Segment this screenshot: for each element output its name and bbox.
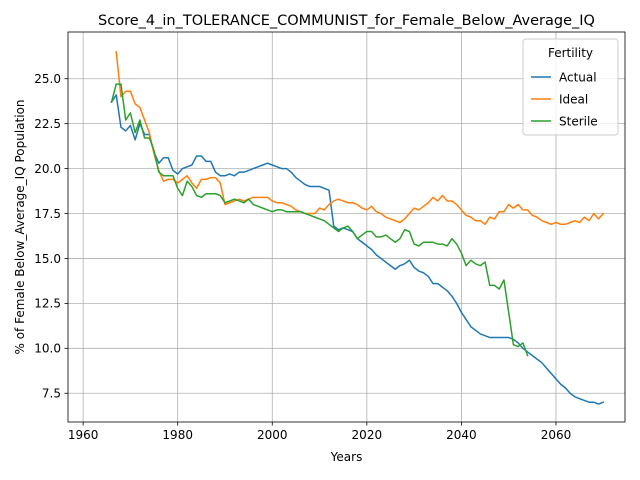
x-tick-label: 2000 — [257, 428, 288, 442]
legend-items: Actual Ideal Sterile — [531, 70, 598, 128]
y-tick-label: 17.5 — [34, 207, 61, 221]
x-tick-label: 2060 — [541, 428, 572, 442]
legend-title: Fertility — [548, 46, 593, 60]
x-tick-label: 1960 — [68, 428, 99, 442]
legend: Fertility Actual Ideal Sterile — [522, 38, 619, 136]
chart-title: Score_4_in_TOLERANCE_COMMUNIST_for_Femal… — [98, 13, 595, 29]
x-tick-label: 1980 — [162, 428, 193, 442]
series-lines — [110, 50, 605, 405]
x-axis-label: Years — [330, 450, 363, 464]
x-tick-label: 2020 — [352, 428, 383, 442]
grid — [68, 32, 625, 422]
legend-box — [522, 38, 619, 136]
series-line-sterile — [110, 83, 529, 357]
y-tick-label: 7.5 — [42, 387, 61, 401]
axis-ticks: 1960 1980 2000 2020 2040 2060 7.5 10.0 12.5 15.0 1… — [34, 72, 571, 442]
series-line-ideal — [115, 50, 605, 226]
y-tick-label: 10.0 — [34, 342, 61, 356]
y-tick-label: 12.5 — [34, 297, 61, 311]
plot-area-frame — [67, 31, 626, 423]
legend-label-actual: Actual — [559, 70, 597, 84]
y-tick-label: 22.5 — [34, 117, 61, 131]
y-tick-label: 25.0 — [34, 72, 61, 86]
y-tick-label: 15.0 — [34, 252, 61, 266]
y-axis-label: % of Female Below_Average_IQ Population — [13, 99, 27, 354]
legend-label-sterile: Sterile — [559, 114, 598, 128]
x-tick-label: 2040 — [446, 428, 477, 442]
legend-label-ideal: Ideal — [559, 92, 588, 106]
y-tick-label: 20.0 — [34, 162, 61, 176]
